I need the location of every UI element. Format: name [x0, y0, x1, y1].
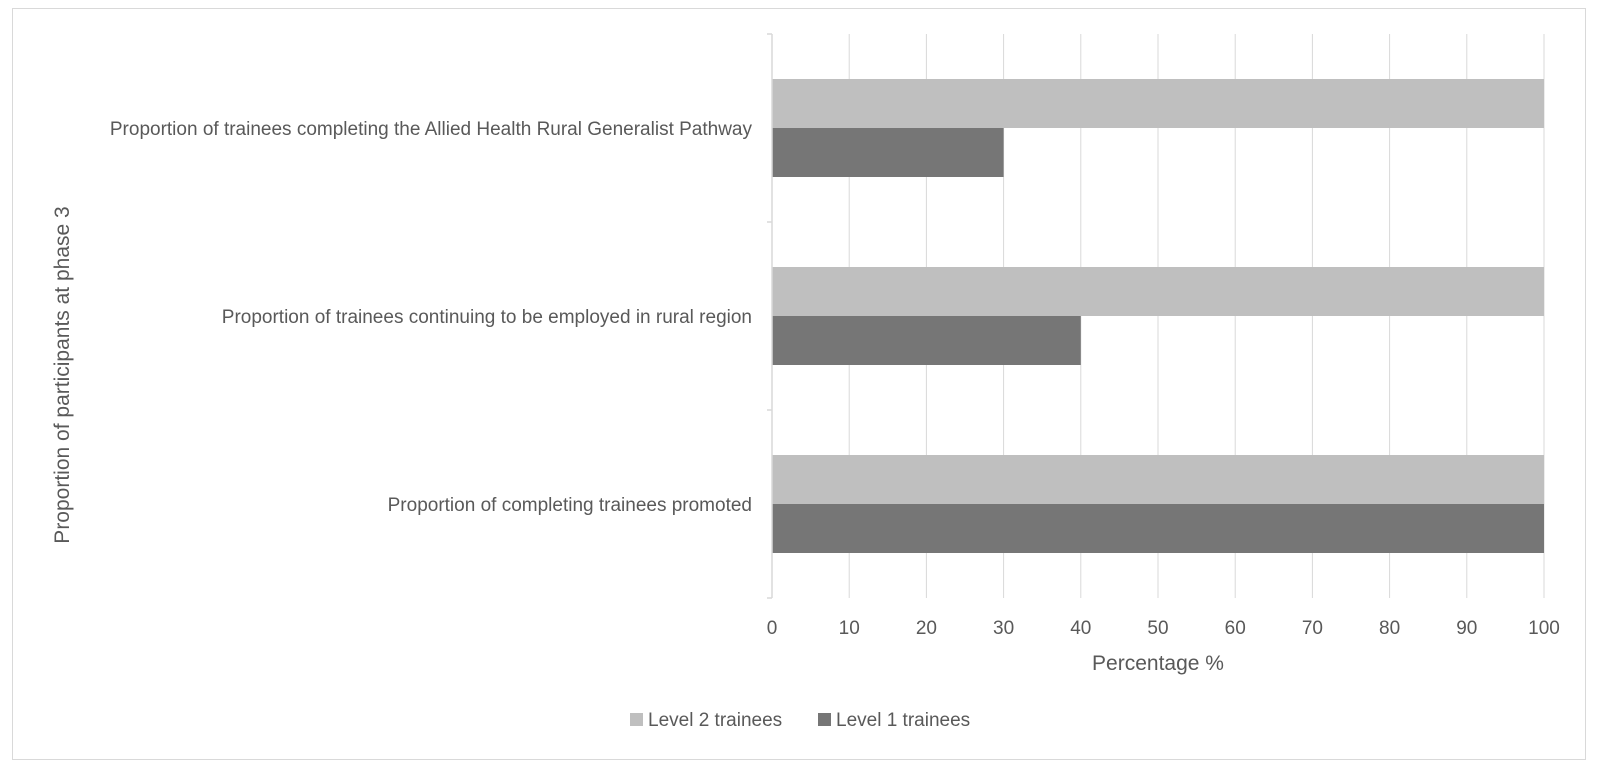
bar-level-2-trainees: [772, 267, 1544, 316]
x-tick-label: 70: [1302, 618, 1323, 639]
bar-level-1-trainees: [772, 316, 1081, 365]
legend-swatch: [818, 713, 831, 726]
x-tick-labels: 0 10 20 30 40 50 60 70 80 90 100: [767, 618, 1560, 639]
category-label: Proportion of trainees continuing to be …: [222, 307, 752, 328]
x-tick-label: 0: [767, 618, 778, 639]
legend-swatch: [630, 713, 643, 726]
category-label: Proportion of trainees completing the Al…: [110, 119, 753, 140]
legend-label: Level 2 trainees: [648, 710, 782, 731]
legend-label: Level 1 trainees: [836, 710, 970, 731]
legend: Level 2 trainees Level 1 trainees: [630, 710, 970, 731]
bar-level-2-trainees: [772, 455, 1544, 504]
x-tick-label: 50: [1147, 618, 1168, 639]
x-tick-label: 10: [839, 618, 860, 639]
x-tick-label: 100: [1528, 618, 1560, 639]
x-axis-title: Percentage %: [1092, 652, 1224, 675]
x-tick-label: 80: [1379, 618, 1400, 639]
y-axis-title: Proportion of participants at phase 3: [51, 206, 74, 543]
x-tick-label: 90: [1456, 618, 1477, 639]
x-tick-label: 30: [993, 618, 1014, 639]
bar-level-2-trainees: [772, 79, 1544, 128]
x-tick-label: 40: [1070, 618, 1091, 639]
bars: [772, 79, 1544, 553]
bar-level-1-trainees: [772, 128, 1004, 177]
category-labels: Proportion of trainees completing the Al…: [110, 119, 753, 516]
category-label: Proportion of completing trainees promot…: [388, 495, 752, 516]
category-axis: [767, 33, 773, 599]
x-tick-label: 60: [1225, 618, 1246, 639]
x-tick-label: 20: [916, 618, 937, 639]
bar-level-1-trainees: [772, 504, 1544, 553]
